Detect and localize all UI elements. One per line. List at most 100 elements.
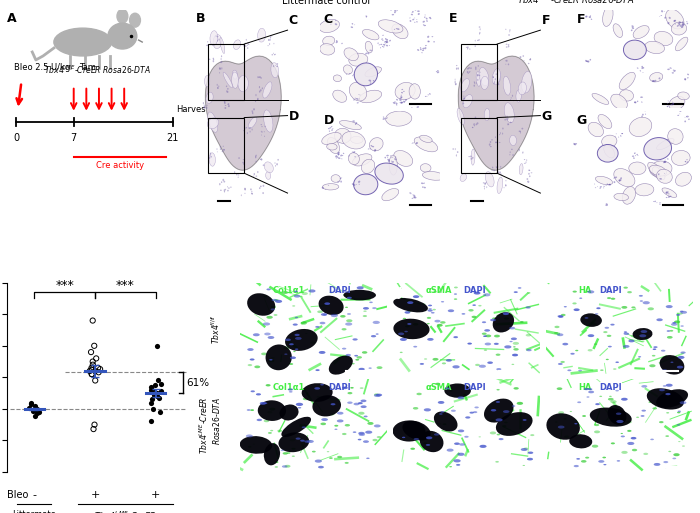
Ellipse shape — [295, 348, 298, 350]
Ellipse shape — [504, 187, 505, 188]
Ellipse shape — [258, 28, 265, 42]
Ellipse shape — [576, 458, 580, 460]
Ellipse shape — [454, 459, 461, 462]
Ellipse shape — [385, 38, 386, 40]
Ellipse shape — [372, 439, 377, 441]
Ellipse shape — [562, 343, 568, 345]
Ellipse shape — [668, 17, 671, 19]
Ellipse shape — [210, 31, 218, 46]
Ellipse shape — [402, 421, 430, 441]
Ellipse shape — [661, 10, 663, 12]
Ellipse shape — [382, 38, 383, 40]
Ellipse shape — [620, 90, 634, 101]
Ellipse shape — [564, 436, 570, 438]
Ellipse shape — [677, 25, 679, 27]
Ellipse shape — [347, 297, 352, 299]
Ellipse shape — [227, 186, 228, 188]
Ellipse shape — [457, 108, 464, 125]
Ellipse shape — [667, 69, 670, 70]
Ellipse shape — [502, 132, 503, 134]
Point — [84, 367, 95, 375]
Ellipse shape — [682, 25, 684, 27]
Ellipse shape — [682, 24, 685, 25]
Ellipse shape — [452, 365, 460, 368]
Point — [148, 405, 159, 413]
Ellipse shape — [366, 458, 370, 459]
Ellipse shape — [327, 144, 337, 150]
Ellipse shape — [496, 368, 501, 370]
Ellipse shape — [232, 72, 239, 88]
Ellipse shape — [678, 410, 681, 412]
Ellipse shape — [209, 153, 216, 166]
Ellipse shape — [484, 329, 490, 332]
Ellipse shape — [435, 320, 440, 323]
Ellipse shape — [340, 181, 342, 183]
Ellipse shape — [474, 82, 475, 84]
Ellipse shape — [469, 71, 470, 72]
Ellipse shape — [414, 137, 438, 152]
Text: $Tbx4^{LME}$-$CreER$
$Rosa26$-$DTA$: $Tbx4^{LME}$-$CreER$ $Rosa26$-$DTA$ — [197, 397, 223, 455]
Ellipse shape — [684, 78, 686, 80]
Ellipse shape — [400, 338, 407, 341]
Ellipse shape — [619, 180, 620, 182]
Ellipse shape — [648, 307, 654, 310]
Ellipse shape — [384, 41, 386, 43]
Ellipse shape — [653, 201, 654, 202]
Text: I: I — [244, 286, 249, 300]
Ellipse shape — [633, 26, 649, 38]
Ellipse shape — [331, 129, 333, 131]
Ellipse shape — [606, 359, 609, 360]
Ellipse shape — [498, 438, 503, 440]
Ellipse shape — [666, 305, 673, 308]
Ellipse shape — [680, 325, 684, 327]
Point — [152, 377, 163, 385]
Ellipse shape — [377, 366, 382, 369]
Ellipse shape — [283, 452, 288, 455]
Ellipse shape — [434, 433, 440, 436]
Ellipse shape — [526, 349, 532, 351]
Ellipse shape — [641, 410, 646, 411]
Ellipse shape — [255, 156, 256, 159]
Ellipse shape — [394, 158, 396, 160]
Ellipse shape — [639, 295, 643, 297]
Ellipse shape — [426, 437, 433, 439]
Ellipse shape — [648, 402, 651, 403]
Ellipse shape — [622, 133, 623, 134]
Ellipse shape — [322, 132, 341, 145]
Ellipse shape — [354, 355, 358, 357]
Ellipse shape — [275, 165, 276, 167]
Ellipse shape — [420, 363, 424, 365]
Ellipse shape — [335, 156, 337, 157]
Ellipse shape — [448, 309, 454, 312]
Point — [149, 381, 160, 389]
Ellipse shape — [336, 155, 337, 157]
Ellipse shape — [439, 413, 442, 415]
Ellipse shape — [290, 357, 296, 359]
Ellipse shape — [221, 55, 222, 57]
Ellipse shape — [510, 341, 512, 342]
Ellipse shape — [475, 45, 476, 47]
Ellipse shape — [264, 135, 265, 137]
Ellipse shape — [340, 121, 361, 130]
Ellipse shape — [216, 148, 218, 150]
Ellipse shape — [356, 356, 362, 359]
Ellipse shape — [372, 307, 377, 309]
Ellipse shape — [300, 322, 307, 325]
Ellipse shape — [641, 385, 648, 388]
Ellipse shape — [330, 403, 335, 405]
Point — [153, 393, 164, 402]
Ellipse shape — [509, 327, 515, 329]
Ellipse shape — [516, 90, 522, 102]
Ellipse shape — [484, 184, 485, 185]
Ellipse shape — [442, 423, 447, 425]
Ellipse shape — [108, 23, 136, 49]
Ellipse shape — [270, 36, 271, 38]
Ellipse shape — [624, 40, 646, 60]
Ellipse shape — [427, 317, 431, 319]
Ellipse shape — [645, 110, 646, 111]
Ellipse shape — [413, 346, 417, 347]
Ellipse shape — [351, 23, 354, 25]
Ellipse shape — [666, 106, 668, 107]
Point — [25, 400, 36, 408]
Ellipse shape — [474, 81, 475, 83]
